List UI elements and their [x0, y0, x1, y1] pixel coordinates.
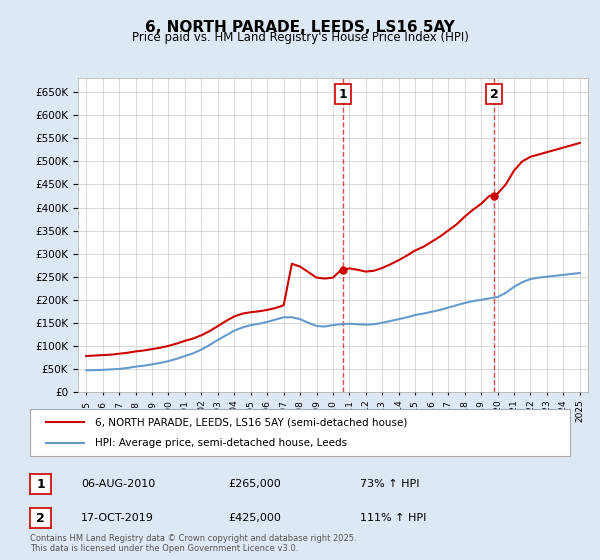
Text: 17-OCT-2019: 17-OCT-2019	[81, 513, 154, 523]
Text: 1: 1	[36, 478, 45, 491]
Text: HPI: Average price, semi-detached house, Leeds: HPI: Average price, semi-detached house,…	[95, 438, 347, 448]
Text: 1: 1	[338, 87, 347, 101]
Text: Price paid vs. HM Land Registry's House Price Index (HPI): Price paid vs. HM Land Registry's House …	[131, 31, 469, 44]
Text: 111% ↑ HPI: 111% ↑ HPI	[360, 513, 427, 523]
Text: Contains HM Land Registry data © Crown copyright and database right 2025.
This d: Contains HM Land Registry data © Crown c…	[30, 534, 356, 553]
Text: £265,000: £265,000	[228, 479, 281, 489]
Text: 2: 2	[36, 511, 45, 525]
Text: 6, NORTH PARADE, LEEDS, LS16 5AY (semi-detached house): 6, NORTH PARADE, LEEDS, LS16 5AY (semi-d…	[95, 417, 407, 427]
Text: 73% ↑ HPI: 73% ↑ HPI	[360, 479, 419, 489]
Text: 6, NORTH PARADE, LEEDS, LS16 5AY: 6, NORTH PARADE, LEEDS, LS16 5AY	[145, 20, 455, 35]
Text: 2: 2	[490, 87, 499, 101]
Text: 06-AUG-2010: 06-AUG-2010	[81, 479, 155, 489]
Text: £425,000: £425,000	[228, 513, 281, 523]
